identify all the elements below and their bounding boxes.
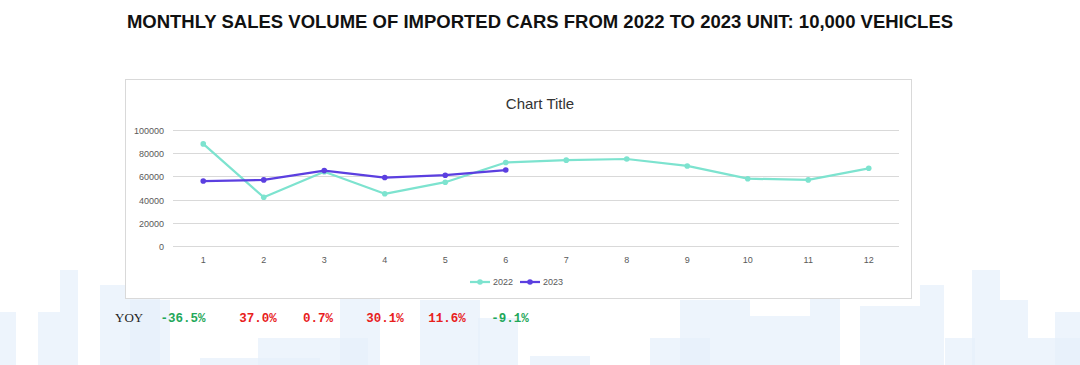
x-tick-label: 4 bbox=[382, 255, 387, 265]
y-tick-label: 40000 bbox=[139, 196, 164, 206]
series-marker bbox=[745, 176, 751, 182]
series-marker bbox=[382, 175, 388, 181]
y-tick-label: 80000 bbox=[139, 149, 164, 159]
x-tick-label: 8 bbox=[624, 255, 629, 265]
x-tick-label: 2 bbox=[261, 255, 266, 265]
legend-label: 2022 bbox=[493, 277, 513, 287]
legend-swatch-marker bbox=[477, 279, 483, 285]
y-tick-label: 60000 bbox=[139, 172, 164, 182]
yoy-row: YOY -36.5% 37.0% 0.7% 30.1% 11.6% -9.1% bbox=[115, 310, 529, 326]
skyline-block bbox=[420, 300, 480, 365]
page: MONTHLY SALES VOLUME OF IMPORTED CARS FR… bbox=[0, 0, 1080, 365]
skyline-block bbox=[860, 306, 920, 365]
series-marker bbox=[503, 160, 509, 166]
yoy-label: -36.5% bbox=[160, 312, 206, 326]
y-tick-label: 100000 bbox=[134, 126, 164, 136]
grid-line bbox=[173, 200, 899, 201]
series-marker bbox=[321, 168, 327, 174]
skyline-block bbox=[60, 270, 78, 365]
grid-line bbox=[173, 223, 899, 224]
skyline-block bbox=[680, 300, 750, 365]
yoy-label: YOY bbox=[115, 310, 144, 325]
series-marker bbox=[624, 156, 630, 162]
yoy-label: 37.0% bbox=[239, 312, 277, 326]
x-tick-label: 11 bbox=[804, 255, 813, 265]
skyline-block bbox=[945, 338, 975, 365]
x-tick-label: 10 bbox=[743, 255, 753, 265]
skyline-block bbox=[1055, 312, 1080, 365]
x-tick-label: 6 bbox=[503, 255, 508, 265]
skyline-block bbox=[530, 356, 590, 365]
skyline-block bbox=[0, 312, 16, 365]
series-line bbox=[203, 170, 506, 181]
y-tick-label: 20000 bbox=[139, 219, 164, 229]
series-marker bbox=[200, 141, 206, 147]
chart-frame bbox=[126, 80, 912, 299]
skyline-block bbox=[750, 316, 810, 365]
title: MONTHLY SALES VOLUME OF IMPORTED CARS FR… bbox=[127, 11, 953, 32]
yoy-label: 30.1% bbox=[366, 312, 404, 326]
series-marker bbox=[503, 167, 509, 173]
skyline-block bbox=[920, 285, 944, 365]
legend-swatch-marker bbox=[527, 279, 533, 285]
grid-line bbox=[173, 130, 899, 131]
grid-line bbox=[173, 153, 899, 154]
plot-area bbox=[200, 141, 871, 200]
skyline-block bbox=[1000, 300, 1028, 365]
yoy-label: 0.7% bbox=[303, 312, 334, 326]
series-marker bbox=[442, 179, 448, 185]
skyline-block bbox=[972, 270, 1000, 365]
y-axis: 0 20000 40000 60000 80000 100000 bbox=[134, 126, 899, 252]
x-axis: 123456789101112 bbox=[201, 255, 874, 265]
chart-subtitle: Chart Title bbox=[506, 95, 574, 112]
series-marker bbox=[261, 177, 267, 183]
grid-line bbox=[173, 246, 899, 247]
skyline-block bbox=[340, 298, 380, 365]
series-line bbox=[203, 144, 869, 197]
skyline-block bbox=[38, 312, 60, 365]
series-marker bbox=[261, 194, 267, 200]
series-marker bbox=[684, 163, 690, 169]
series-marker bbox=[805, 177, 811, 183]
yoy-label: -9.1% bbox=[491, 312, 529, 326]
series-marker bbox=[866, 165, 872, 171]
legend-label: 2023 bbox=[543, 277, 563, 287]
y-tick-label: 0 bbox=[159, 242, 164, 252]
series-marker bbox=[382, 191, 388, 197]
x-tick-label: 12 bbox=[864, 255, 874, 265]
series-marker bbox=[442, 172, 448, 178]
x-tick-label: 3 bbox=[322, 255, 327, 265]
legend: 2022 2023 bbox=[470, 277, 563, 287]
x-tick-label: 9 bbox=[685, 255, 690, 265]
x-tick-label: 5 bbox=[443, 255, 448, 265]
series-marker bbox=[563, 157, 569, 163]
series-marker bbox=[200, 178, 206, 184]
yoy-label: 11.6% bbox=[428, 312, 466, 326]
skyline-block bbox=[810, 290, 840, 365]
x-tick-label: 7 bbox=[564, 255, 569, 265]
x-tick-label: 1 bbox=[201, 255, 206, 265]
